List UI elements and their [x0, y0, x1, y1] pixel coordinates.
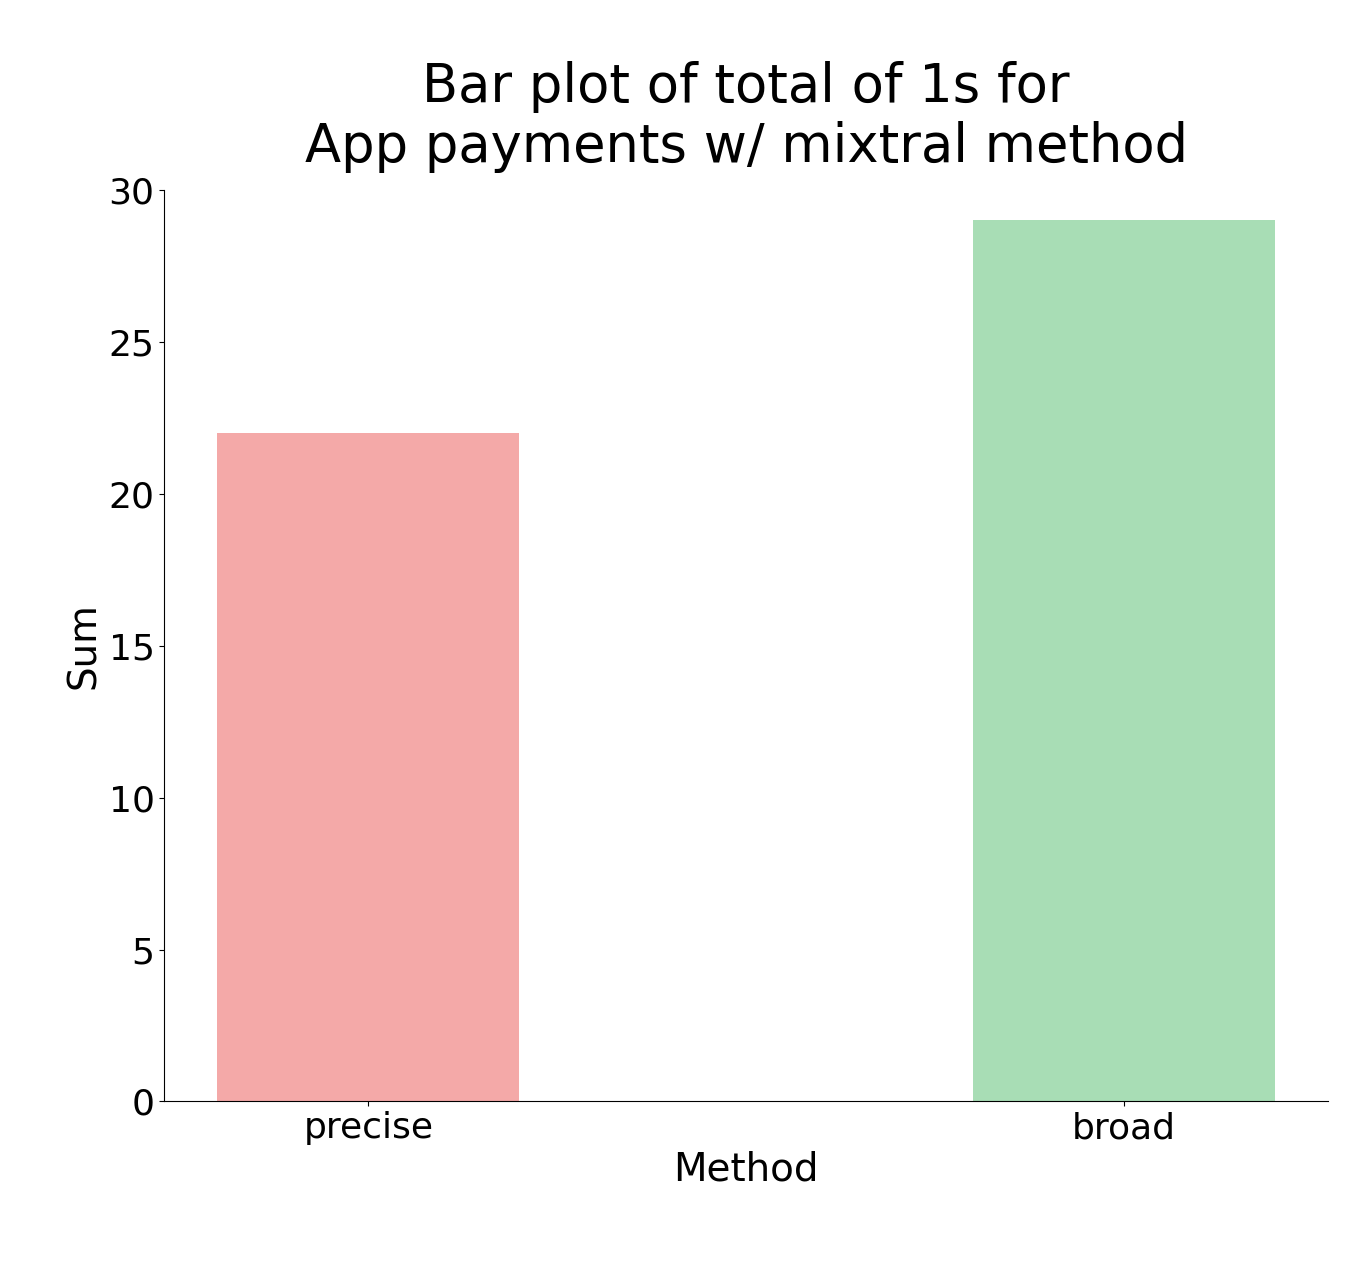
Y-axis label: Sum: Sum: [64, 603, 103, 689]
Title: Bar plot of total of 1s for
App payments w/ mixtral method: Bar plot of total of 1s for App payments…: [305, 61, 1187, 173]
Bar: [218, 433, 519, 1101]
X-axis label: Method: Method: [674, 1151, 819, 1189]
Bar: [973, 220, 1275, 1101]
